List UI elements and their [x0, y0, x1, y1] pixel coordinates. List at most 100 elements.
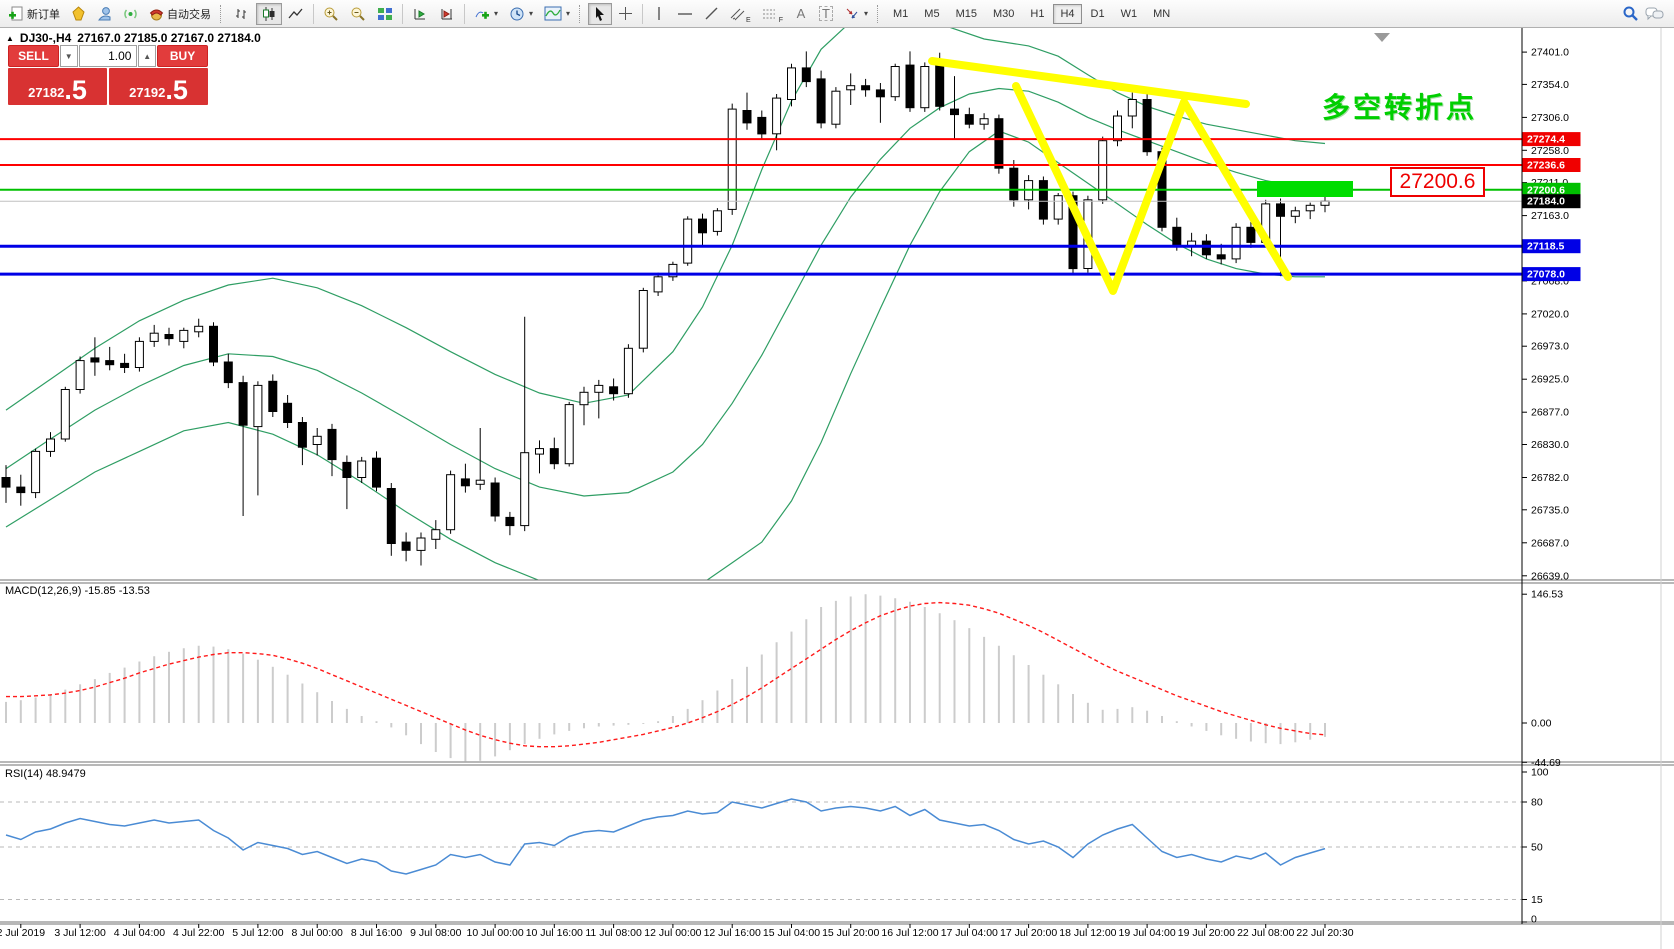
bid-price: 27182: [28, 84, 65, 100]
svg-text:5 Jul 12:00: 5 Jul 12:00: [232, 927, 284, 939]
line-chart-icon: [288, 6, 304, 22]
cursor-button[interactable]: [588, 2, 613, 25]
timeframe-mn-button[interactable]: MN: [1146, 4, 1177, 24]
turning-point-annotation[interactable]: 多空转折点: [1322, 92, 1478, 123]
svg-text:27184.0: 27184.0: [1527, 196, 1565, 208]
zoom-out-button[interactable]: [345, 3, 371, 25]
ohlc-values: 27167.0 27185.0 27167.0 27184.0: [77, 31, 261, 45]
arrows-button[interactable]: ▾: [839, 3, 873, 25]
tile-windows-icon: [377, 6, 393, 22]
line-chart-button[interactable]: [283, 3, 309, 25]
svg-text:8 Jul 00:00: 8 Jul 00:00: [292, 927, 344, 939]
price-callout-box[interactable]: 27200.6: [1390, 167, 1485, 197]
svg-text:26877.0: 26877.0: [1531, 407, 1569, 419]
text-button[interactable]: A: [789, 3, 813, 25]
templates-button[interactable]: ▾: [539, 3, 575, 25]
bar-chart-button[interactable]: [229, 3, 255, 25]
collapse-arrow-icon[interactable]: ▲: [6, 33, 14, 43]
green-zone-rect[interactable]: [1257, 181, 1353, 197]
autotrading-label: 自动交易: [167, 8, 211, 21]
arrows-icon: [844, 6, 860, 21]
bid-price-big-digits: .5: [64, 75, 87, 106]
main-pane[interactable]: [0, 28, 1522, 594]
timeframe-m1-button[interactable]: M1: [886, 4, 915, 24]
autotrading-button[interactable]: 自动交易: [144, 3, 216, 25]
fibonacci-sub-letter: F: [778, 16, 783, 24]
svg-text:19 Jul 04:00: 19 Jul 04:00: [1118, 927, 1175, 939]
cursor-icon: [593, 6, 607, 21]
timeframe-m30-button[interactable]: M30: [986, 4, 1021, 24]
buy-button[interactable]: BUY: [157, 45, 209, 67]
toolbar-grip: [220, 4, 225, 23]
vertical-line-button[interactable]: [647, 3, 671, 25]
svg-text:26639.0: 26639.0: [1531, 570, 1569, 582]
indicators-button[interactable]: ▾: [469, 3, 503, 25]
ask-price-panel[interactable]: 27192.5: [109, 68, 208, 105]
timeframe-m15-button[interactable]: M15: [949, 4, 984, 24]
candlestick-chart-button[interactable]: [256, 2, 282, 25]
svg-text:80: 80: [1531, 797, 1543, 809]
chat-icon[interactable]: [1645, 6, 1664, 22]
caret-down-icon: ▾: [494, 9, 499, 18]
timeframe-h1-button[interactable]: H1: [1023, 4, 1051, 24]
rsi-pane: [0, 798, 1522, 900]
time-axis[interactable]: 2 Jul 2019 3 Jul 12:00 4 Jul 04:00 4 Jul 22…: [0, 924, 1354, 939]
svg-text:27020.0: 27020.0: [1531, 308, 1569, 320]
tile-windows-button[interactable]: [372, 3, 398, 25]
svg-text:22 Jul 20:30: 22 Jul 20:30: [1296, 927, 1353, 939]
bid-price-panel[interactable]: 27182.5: [8, 68, 107, 105]
toolbar-grip: [877, 4, 882, 23]
signals-button[interactable]: [118, 3, 143, 25]
zoom-out-icon: [350, 6, 366, 22]
volume-down-button[interactable]: ▼: [59, 45, 78, 67]
periods-icon: [509, 6, 525, 22]
terminal-button[interactable]: [92, 3, 117, 25]
volume-input[interactable]: 1.00: [78, 45, 138, 67]
text-icon: A: [796, 6, 806, 21]
svg-text:26735.0: 26735.0: [1531, 504, 1569, 516]
fibonacci-button[interactable]: F: [757, 3, 788, 25]
price-level-badge: [1522, 267, 1581, 282]
zoom-in-button[interactable]: [318, 3, 344, 25]
label-button[interactable]: T: [814, 3, 838, 25]
yellow-drawings[interactable]: [928, 57, 1292, 295]
svg-text:9 Jul 08:00: 9 Jul 08:00: [410, 927, 462, 939]
caret-down-icon: ▾: [566, 9, 571, 18]
sell-button[interactable]: SELL: [8, 45, 59, 67]
price-level-badge: [1522, 158, 1581, 172]
chart-title: ▲ DJ30-,H4 27167.0 27185.0 27167.0 27184…: [6, 31, 261, 45]
macd-label: MACD(12,26,9) -15.85 -13.53: [5, 585, 150, 597]
search-icon[interactable]: [1622, 5, 1639, 22]
macd-signal-line: [6, 601, 1326, 748]
autotrading-icon: [149, 6, 164, 21]
crosshair-button[interactable]: [613, 3, 638, 25]
timeframe-d1-button[interactable]: D1: [1084, 4, 1112, 24]
timeframe-w1-button[interactable]: W1: [1114, 4, 1145, 24]
yellow-trendline[interactable]: [928, 57, 1250, 108]
yellow-zigzag[interactable]: [1012, 82, 1292, 295]
trendline-button[interactable]: [699, 3, 724, 25]
new-order-label: 新订单: [27, 8, 60, 21]
horizontal-line-button[interactable]: [672, 3, 698, 25]
volume-up-button[interactable]: ▲: [138, 45, 157, 67]
timeframe-m5-button[interactable]: M5: [917, 4, 946, 24]
svg-text:18 Jul 12:00: 18 Jul 12:00: [1059, 927, 1116, 939]
channel-button[interactable]: E: [725, 3, 756, 25]
new-order-button[interactable]: 新订单: [4, 3, 65, 25]
macd-pane: [5, 594, 1326, 762]
svg-text:26687.0: 26687.0: [1531, 537, 1569, 549]
metaeditor-button[interactable]: [66, 3, 91, 25]
svg-text:26973.0: 26973.0: [1531, 341, 1569, 353]
channel-sub-letter: E: [746, 16, 751, 24]
svg-text:100: 100: [1531, 767, 1549, 779]
svg-text:15 Jul 04:00: 15 Jul 04:00: [763, 927, 820, 939]
chart-shift-button[interactable]: [434, 3, 460, 25]
svg-text:16 Jul 12:00: 16 Jul 12:00: [881, 927, 938, 939]
price-axis[interactable]: 27401.027354.027306.027258.027211.027163…: [1521, 28, 1581, 926]
chart-shift-marker-icon[interactable]: [1374, 33, 1390, 42]
svg-text:26830.0: 26830.0: [1531, 439, 1569, 451]
auto-scroll-button[interactable]: [407, 3, 433, 25]
periods-button[interactable]: ▾: [504, 3, 538, 25]
ask-price: 27192: [129, 84, 166, 100]
timeframe-h4-button[interactable]: H4: [1053, 3, 1082, 24]
